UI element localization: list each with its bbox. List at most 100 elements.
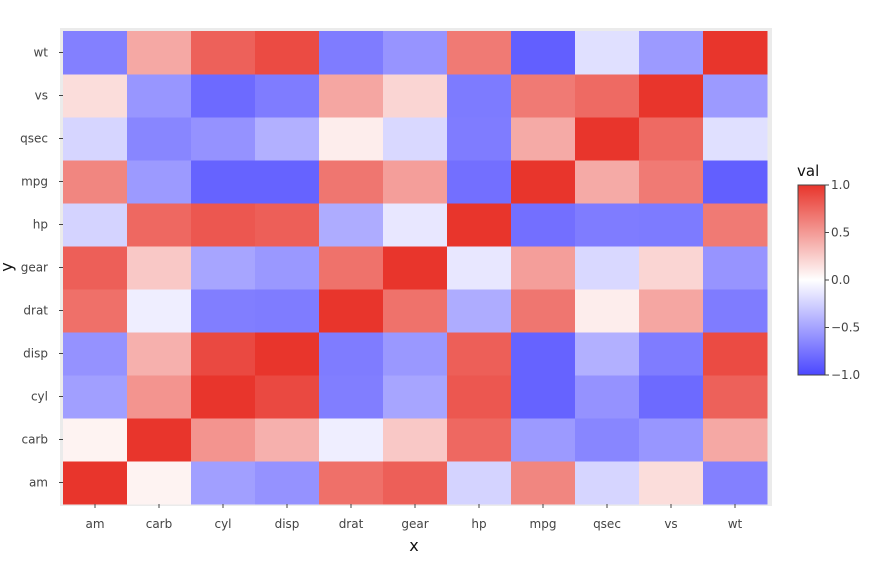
- cell-qsec-carb: [575, 418, 640, 462]
- cell-mpg-carb: [511, 418, 576, 462]
- cell-drat-hp: [319, 203, 384, 247]
- cell-drat-am: [319, 461, 384, 505]
- cell-disp-hp: [255, 203, 320, 247]
- cell-wt-drat: [703, 289, 768, 333]
- legend-ticks: 1.0 0.5 0.0 −0.5 −1.0: [825, 178, 860, 382]
- cell-mpg-hp: [511, 203, 576, 247]
- cell-vs-hp: [639, 203, 704, 247]
- cell-gear-disp: [383, 332, 448, 376]
- cell-qsec-drat: [575, 289, 640, 333]
- cell-carb-hp: [127, 203, 192, 247]
- cell-am-carb: [63, 418, 128, 462]
- cell-wt-hp: [703, 203, 768, 247]
- cell-qsec-qsec: [575, 117, 640, 161]
- cell-hp-gear: [447, 246, 512, 290]
- cell-hp-drat: [447, 289, 512, 333]
- cell-wt-carb: [703, 418, 768, 462]
- cell-vs-carb: [639, 418, 704, 462]
- color-legend: val 1.0 0.5 0.0 −0.5 −1.0: [797, 162, 860, 382]
- cell-vs-mpg: [639, 160, 704, 204]
- cell-cyl-mpg: [191, 160, 256, 204]
- x-tick-label-carb: carb: [146, 517, 173, 531]
- cell-gear-wt: [383, 31, 448, 75]
- cell-drat-vs: [319, 74, 384, 118]
- cell-disp-wt: [255, 31, 320, 75]
- cell-carb-drat: [127, 289, 192, 333]
- legend-tick-label: −0.5: [831, 321, 860, 335]
- x-tick-label-cyl: cyl: [214, 517, 231, 531]
- x-tick-label-hp: hp: [471, 517, 486, 531]
- cell-drat-qsec: [319, 117, 384, 161]
- cell-drat-wt: [319, 31, 384, 75]
- y-tick-label-disp: disp: [23, 347, 48, 361]
- cell-drat-mpg: [319, 160, 384, 204]
- cell-am-wt: [63, 31, 128, 75]
- cell-hp-carb: [447, 418, 512, 462]
- x-tick-label-disp: disp: [275, 517, 300, 531]
- cell-gear-mpg: [383, 160, 448, 204]
- cell-mpg-disp: [511, 332, 576, 376]
- cell-qsec-cyl: [575, 375, 640, 419]
- cell-am-drat: [63, 289, 128, 333]
- cell-vs-qsec: [639, 117, 704, 161]
- cell-hp-wt: [447, 31, 512, 75]
- legend-title: val: [797, 162, 819, 180]
- cell-vs-vs: [639, 74, 704, 118]
- cell-vs-disp: [639, 332, 704, 376]
- cell-hp-cyl: [447, 375, 512, 419]
- x-tick-label-qsec: qsec: [593, 517, 621, 531]
- heatmap-cells: [63, 31, 768, 505]
- cell-hp-vs: [447, 74, 512, 118]
- cell-mpg-vs: [511, 74, 576, 118]
- cell-mpg-mpg: [511, 160, 576, 204]
- cell-qsec-mpg: [575, 160, 640, 204]
- y-axis-ticks: am carb cyl disp drat gear hp mpg qsec vs wt: [20, 46, 63, 490]
- cell-carb-gear: [127, 246, 192, 290]
- cell-mpg-am: [511, 461, 576, 505]
- colorbar: [797, 184, 826, 376]
- cell-qsec-am: [575, 461, 640, 505]
- cell-am-hp: [63, 203, 128, 247]
- cell-drat-disp: [319, 332, 384, 376]
- y-tick-label-cyl: cyl: [31, 390, 48, 404]
- cell-carb-carb: [127, 418, 192, 462]
- cell-disp-am: [255, 461, 320, 505]
- cell-disp-drat: [255, 289, 320, 333]
- cell-carb-wt: [127, 31, 192, 75]
- cell-gear-hp: [383, 203, 448, 247]
- cell-qsec-disp: [575, 332, 640, 376]
- cell-cyl-vs: [191, 74, 256, 118]
- cell-mpg-qsec: [511, 117, 576, 161]
- y-axis-title: y: [0, 262, 16, 271]
- cell-cyl-disp: [191, 332, 256, 376]
- cell-hp-disp: [447, 332, 512, 376]
- cell-cyl-qsec: [191, 117, 256, 161]
- cell-am-cyl: [63, 375, 128, 419]
- cell-gear-gear: [383, 246, 448, 290]
- y-tick-label-am: am: [29, 476, 48, 490]
- cell-am-am: [63, 461, 128, 505]
- x-tick-label-vs: vs: [664, 517, 677, 531]
- cell-gear-drat: [383, 289, 448, 333]
- cell-mpg-gear: [511, 246, 576, 290]
- cell-cyl-gear: [191, 246, 256, 290]
- legend-tick-label: 1.0: [831, 178, 850, 192]
- cell-gear-vs: [383, 74, 448, 118]
- cell-wt-mpg: [703, 160, 768, 204]
- cell-vs-wt: [639, 31, 704, 75]
- cell-am-qsec: [63, 117, 128, 161]
- cell-wt-am: [703, 461, 768, 505]
- cell-hp-qsec: [447, 117, 512, 161]
- cell-cyl-drat: [191, 289, 256, 333]
- cell-drat-cyl: [319, 375, 384, 419]
- cell-am-vs: [63, 74, 128, 118]
- cell-disp-mpg: [255, 160, 320, 204]
- cell-drat-carb: [319, 418, 384, 462]
- cell-mpg-cyl: [511, 375, 576, 419]
- x-tick-label-mpg: mpg: [530, 517, 557, 531]
- cell-hp-mpg: [447, 160, 512, 204]
- cell-wt-vs: [703, 74, 768, 118]
- cell-drat-drat: [319, 289, 384, 333]
- cell-mpg-drat: [511, 289, 576, 333]
